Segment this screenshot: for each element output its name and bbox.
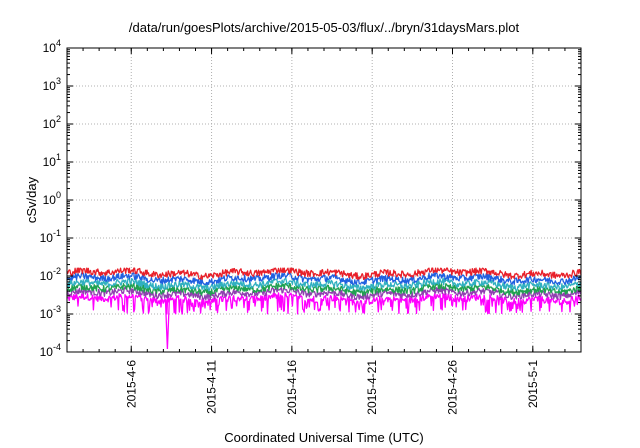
y-axis: 104 103 102 101 100 10-1 10-2 10-3 10-4 (40, 38, 581, 359)
x-tick-label: 2015-4-16 (285, 360, 299, 415)
y-tick-label: 103 (43, 76, 61, 93)
y-tick-label: 10-4 (40, 342, 61, 359)
y-tick-label: 10-3 (40, 304, 61, 321)
x-tick-label: 2015-4-26 (446, 360, 460, 415)
y-tick-label: 10-1 (40, 228, 61, 245)
x-tick-label: 2015-4-6 (124, 360, 138, 408)
x-axis: 2015-4-6 2015-4-11 2015-4-16 2015-4-21 2015-… (82, 48, 566, 415)
x-tick-label: 2015-4-21 (365, 360, 379, 415)
y-tick-label: 104 (43, 38, 61, 55)
series-spike (164, 298, 171, 350)
y-tick-label: 10-2 (40, 266, 61, 283)
series-layer (66, 267, 582, 350)
y-axis-label: cSv/day (24, 176, 39, 223)
y-tick-label: 102 (43, 114, 61, 131)
series-line (66, 282, 582, 297)
series-line (66, 272, 582, 286)
y-tick-label: 100 (43, 190, 61, 207)
y-tick-label: 101 (43, 152, 61, 169)
x-tick-label: 2015-4-11 (205, 360, 219, 414)
series-line (66, 267, 582, 281)
x-axis-label: Coordinated Universal Time (UTC) (224, 430, 423, 445)
series-line (67, 291, 582, 315)
chart-title: /data/run/goesPlots/archive/2015-05-03/f… (129, 20, 520, 35)
series-line (66, 277, 582, 292)
x-tick-label: 2015-5-1 (526, 360, 540, 408)
